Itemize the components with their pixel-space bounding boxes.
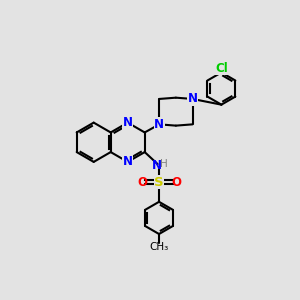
Text: N: N — [152, 159, 162, 172]
Text: S: S — [154, 176, 164, 189]
Text: Cl: Cl — [215, 62, 228, 75]
Text: N: N — [154, 118, 164, 131]
Text: O: O — [137, 176, 147, 189]
Text: N: N — [188, 92, 197, 105]
Text: N: N — [123, 155, 133, 168]
Text: N: N — [123, 116, 133, 129]
Text: CH₃: CH₃ — [149, 242, 169, 252]
Text: H: H — [160, 159, 168, 169]
Text: O: O — [171, 176, 181, 189]
